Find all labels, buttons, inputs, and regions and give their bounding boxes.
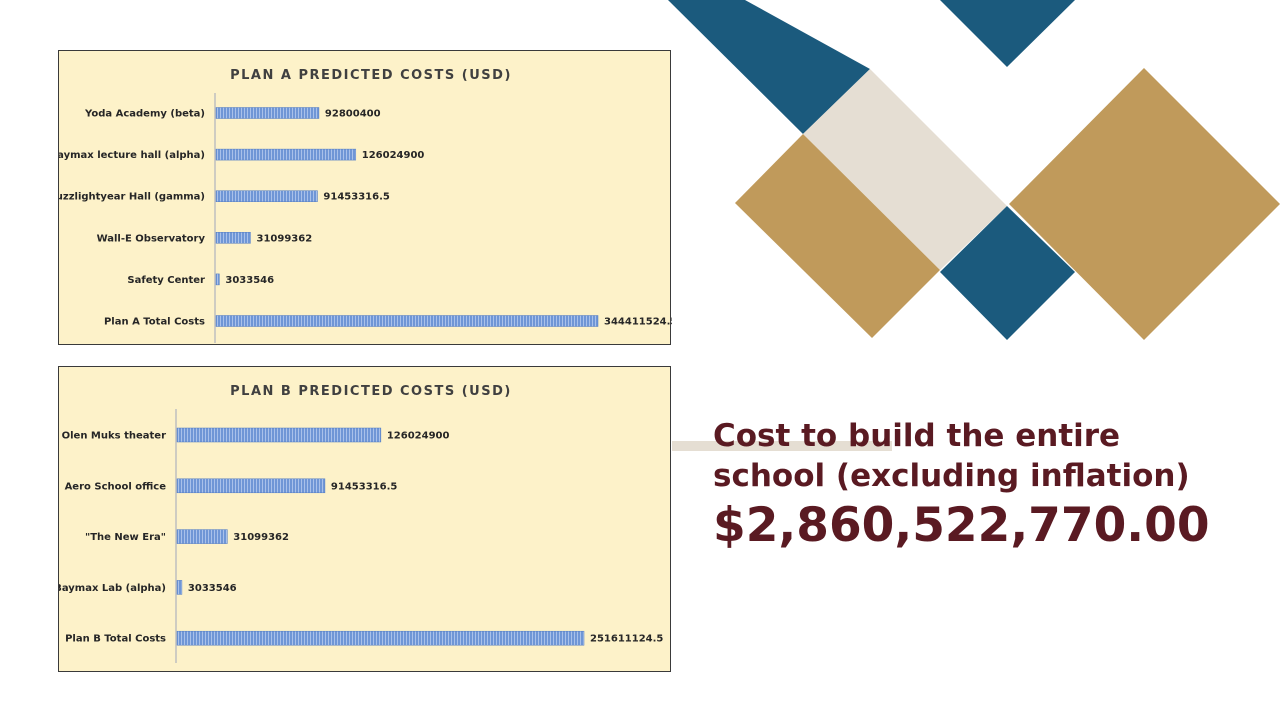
plan-a-category-label: Baymax lecture hall (alpha) [59, 150, 205, 161]
plan-a-category-label: Wall-E Observatory [97, 233, 206, 244]
plan-b-chart-svg: PLAN B PREDICTED COSTS (USD) Olen Muks th… [59, 384, 663, 663]
plan-a-category-label: Yoda Academy (beta) [84, 109, 205, 120]
plan-b-category-label: Plan B Total Costs [65, 634, 166, 645]
plan-b-bar [176, 630, 585, 646]
plan-a-title: PLAN A PREDICTED COSTS (USD) [230, 68, 512, 83]
plan-a-value-label: 344411524.5 [604, 317, 672, 328]
plan-a-bar [215, 190, 318, 202]
plan-b-category-label: Aero School office [65, 481, 167, 492]
plan-a-bar [215, 107, 320, 119]
plan-b-chart: PLAN B PREDICTED COSTS (USD) Olen Muks th… [58, 366, 671, 672]
plan-a-chart-svg: PLAN A PREDICTED COSTS (USD) Yoda Academy… [59, 68, 672, 343]
plan-b-bar [176, 478, 326, 494]
gold-diamond-left [735, 134, 940, 338]
plan-b-value-label: 31099362 [233, 532, 289, 543]
plan-a-value-label: 91453316.5 [323, 192, 389, 203]
plan-a-bar [215, 232, 251, 244]
plan-a-bar [215, 273, 220, 286]
plan-b-bar [176, 529, 228, 544]
plan-b-value-label: 126024900 [387, 431, 450, 442]
plan-a-category-label: Buzzlightyear Hall (gamma) [59, 192, 205, 203]
navy-triangle-top-right [940, 0, 1075, 67]
beige-diamond [803, 69, 1007, 270]
plan-a-value-label: 126024900 [362, 150, 425, 161]
plan-a-bar [215, 148, 357, 161]
plan-b-bar [176, 427, 382, 443]
navy-band-top-left [668, 0, 870, 134]
plan-b-category-label: Baymax Lab (alpha) [59, 583, 166, 594]
plan-a-category-label: Plan A Total Costs [104, 317, 205, 328]
plan-b-value-label: 251611124.5 [590, 634, 663, 645]
total-cost-amount: $2,860,522,770.00 [713, 498, 1210, 553]
plan-a-chart: PLAN A PREDICTED COSTS (USD) Yoda Academy… [58, 50, 672, 345]
headline-line-1: Cost to build the entire [713, 418, 1121, 454]
plan-a-value-label: 92800400 [325, 109, 381, 120]
plan-a-category-label: Safety Center [127, 275, 205, 286]
plan-b-title: PLAN B PREDICTED COSTS (USD) [230, 384, 512, 399]
plan-a-bar [215, 315, 599, 327]
plan-b-category-label: "The New Era" [85, 532, 166, 543]
accent-line [672, 441, 892, 451]
plan-b-value-label: 91453316.5 [331, 481, 397, 492]
plan-b-bar [176, 580, 183, 595]
plan-b-category-label: Olen Muks theater [62, 431, 166, 442]
plan-a-value-label: 31099362 [256, 233, 312, 244]
plan-b-value-label: 3033546 [188, 583, 237, 594]
navy-diamond-bottom [940, 206, 1075, 340]
headline-line-2: school (excluding inflation) [713, 458, 1190, 494]
plan-a-value-label: 3033546 [225, 275, 274, 286]
headline: Cost to build the entire school (excludi… [713, 416, 1273, 554]
gold-diamond-right [1009, 68, 1280, 340]
